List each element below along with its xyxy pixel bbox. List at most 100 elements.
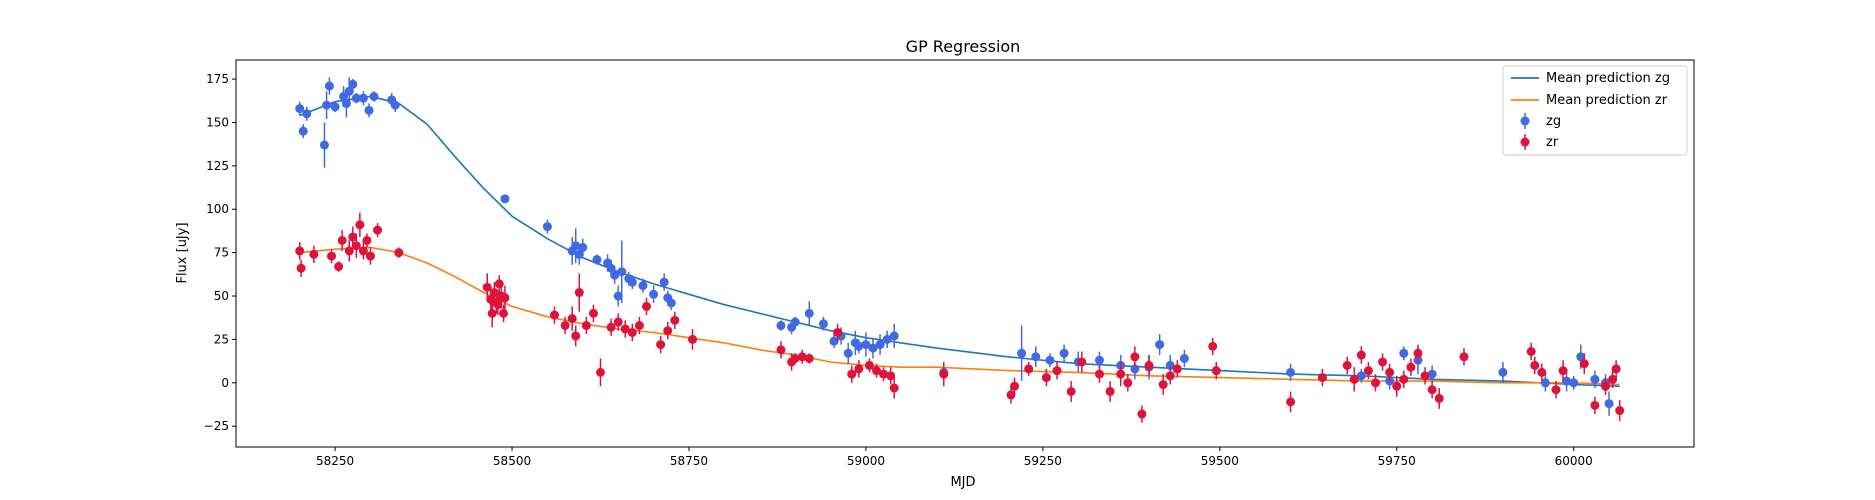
zg-point <box>1590 375 1599 384</box>
zr-point <box>854 364 863 373</box>
zr-point <box>1428 385 1437 394</box>
zr-point <box>635 321 644 330</box>
zg-point <box>844 349 853 358</box>
zr-point <box>670 316 679 325</box>
zr-point <box>1067 387 1076 396</box>
zg-point <box>1017 349 1026 358</box>
zg-point <box>322 101 331 110</box>
zg-point <box>500 194 509 203</box>
zg-point <box>617 267 626 276</box>
zg-point <box>1031 352 1040 361</box>
zr-point <box>366 252 375 261</box>
zr-point <box>1580 359 1589 368</box>
zr-point <box>499 309 508 318</box>
zg-point <box>370 92 379 101</box>
y-tick-label: 50 <box>214 289 229 303</box>
zr-point <box>1286 397 1295 406</box>
x-tick-label: 58750 <box>670 454 708 468</box>
zg-point <box>348 80 357 89</box>
zr-point <box>589 309 598 318</box>
y-tick-label: 75 <box>214 246 229 260</box>
zg-point <box>1605 399 1614 408</box>
x-tick-label: 60000 <box>1555 454 1593 468</box>
zr-point <box>1173 364 1182 373</box>
zr-point <box>1530 361 1539 370</box>
zg-point <box>302 109 311 118</box>
legend-label-mean-zg: Mean prediction zg <box>1546 71 1670 86</box>
zg-point <box>1399 349 1408 358</box>
zr-point <box>1095 370 1104 379</box>
axes-background <box>236 60 1694 447</box>
zr-point <box>1077 357 1086 366</box>
y-tick-label: 25 <box>214 332 229 346</box>
zr-point <box>1551 385 1560 394</box>
zr-point <box>776 345 785 354</box>
zr-point <box>1399 375 1408 384</box>
zr-point <box>1601 382 1610 391</box>
zr-point <box>373 226 382 235</box>
zr-point <box>1559 366 1568 375</box>
zr-point <box>1159 380 1168 389</box>
zr-point <box>1343 361 1352 370</box>
zr-point <box>295 246 304 255</box>
x-tick-label: 59750 <box>1378 454 1416 468</box>
zr-point <box>1364 366 1373 375</box>
zr-point <box>642 302 651 311</box>
zg-point <box>578 243 587 252</box>
zr-point <box>309 250 318 259</box>
zr-point <box>1350 375 1359 384</box>
zr-point <box>561 321 570 330</box>
zr-point <box>1371 378 1380 387</box>
y-tick-label: 100 <box>206 202 229 216</box>
zg-point <box>805 309 814 318</box>
zr-point <box>1413 349 1422 358</box>
zr-point <box>1130 352 1139 361</box>
zr-point <box>1421 371 1430 380</box>
legend-label-zr: zr <box>1546 135 1559 150</box>
zr-point <box>297 264 306 273</box>
zg-point <box>592 255 601 264</box>
zr-point <box>805 354 814 363</box>
y-tick-label: 125 <box>206 159 229 173</box>
zr-point <box>1612 364 1621 373</box>
zr-point <box>1053 366 1062 375</box>
zr-point <box>582 321 591 330</box>
zg-point <box>325 82 334 91</box>
legend-label-mean-zr: Mean prediction zr <box>1546 93 1668 108</box>
zr-point <box>362 236 371 245</box>
y-axis-label: Flux [uJy] <box>175 222 190 283</box>
zr-point <box>1212 366 1221 375</box>
zr-point <box>939 370 948 379</box>
zr-point <box>500 293 509 302</box>
zr-point <box>1024 364 1033 373</box>
y-tick-label: 150 <box>206 115 229 129</box>
zr-point <box>488 309 497 318</box>
zr-point <box>890 383 899 392</box>
zg-point <box>1569 378 1578 387</box>
zg-point <box>359 94 368 103</box>
x-tick-label: 59250 <box>1024 454 1062 468</box>
zr-point <box>663 326 672 335</box>
zg-point <box>819 319 828 328</box>
zg-point <box>1180 354 1189 363</box>
zr-point <box>355 220 364 229</box>
zr-point <box>1590 401 1599 410</box>
zg-point <box>391 101 400 110</box>
chart-title: GP Regression <box>906 37 1021 56</box>
zg-point <box>299 127 308 136</box>
zr-point <box>1615 406 1624 415</box>
zr-point <box>1527 347 1536 356</box>
zr-point <box>394 248 403 257</box>
x-tick-label: 59000 <box>847 454 885 468</box>
zr-point <box>833 328 842 337</box>
x-tick-label: 58500 <box>493 454 531 468</box>
zg-point <box>543 222 552 231</box>
zg-point <box>331 102 340 111</box>
zr-point <box>575 288 584 297</box>
zg-point <box>365 106 374 115</box>
legend: Mean prediction zg Mean prediction zr zg… <box>1503 66 1687 155</box>
zg-point <box>628 278 637 287</box>
x-axis-label: MJD <box>950 475 975 490</box>
zr-point <box>628 328 637 337</box>
y-tick-label: −25 <box>204 419 229 433</box>
